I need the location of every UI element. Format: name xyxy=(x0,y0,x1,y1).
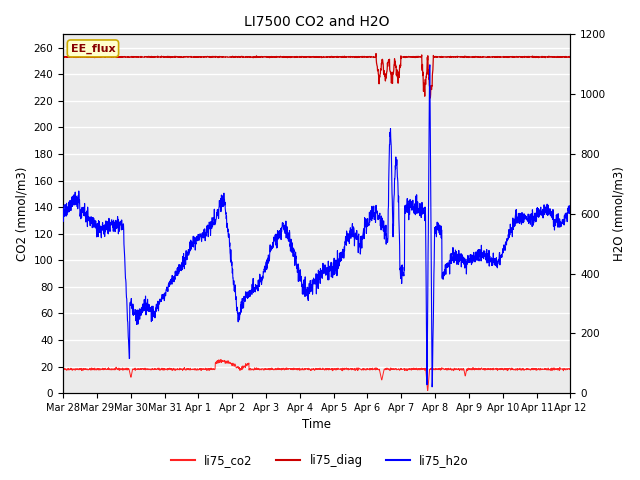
Legend: li75_co2, li75_diag, li75_h2o: li75_co2, li75_diag, li75_h2o xyxy=(166,449,474,472)
Y-axis label: CO2 (mmol/m3): CO2 (mmol/m3) xyxy=(15,167,28,261)
X-axis label: Time: Time xyxy=(302,419,332,432)
Y-axis label: H2O (mmol/m3): H2O (mmol/m3) xyxy=(612,166,625,261)
Title: LI7500 CO2 and H2O: LI7500 CO2 and H2O xyxy=(244,15,390,29)
Text: EE_flux: EE_flux xyxy=(70,43,115,54)
